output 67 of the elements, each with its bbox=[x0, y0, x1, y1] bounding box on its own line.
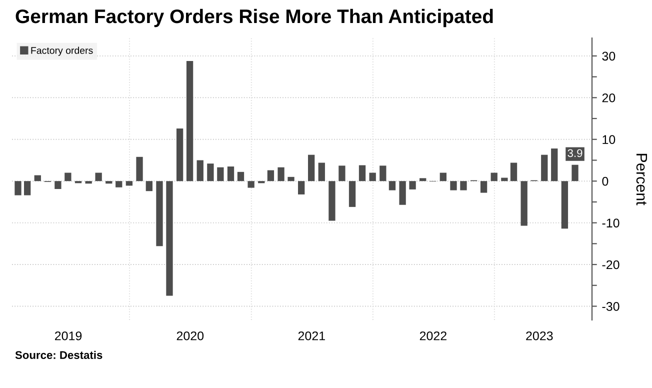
bar bbox=[399, 181, 406, 205]
bar bbox=[126, 181, 133, 186]
x-tick-label: 2021 bbox=[298, 331, 325, 340]
bar bbox=[541, 154, 548, 182]
x-tick-label: 2019 bbox=[54, 331, 82, 340]
bar bbox=[318, 162, 325, 182]
bar bbox=[490, 172, 498, 182]
bar bbox=[369, 172, 376, 182]
bar bbox=[328, 181, 336, 221]
bar bbox=[146, 181, 153, 192]
bar bbox=[106, 181, 112, 184]
y-tick-label: 20 bbox=[602, 93, 616, 102]
bar bbox=[450, 181, 457, 190]
bar bbox=[54, 181, 62, 190]
bar bbox=[116, 181, 122, 188]
bar bbox=[551, 148, 558, 182]
bar bbox=[186, 60, 194, 182]
bar bbox=[14, 181, 22, 196]
bar bbox=[227, 166, 234, 182]
chart-title: German Factory Orders Rise More Than Anticipated bbox=[16, 8, 493, 28]
bar bbox=[95, 172, 102, 182]
data-label: 3.9 bbox=[568, 149, 582, 158]
bar bbox=[561, 181, 568, 229]
bar bbox=[520, 181, 528, 226]
bar bbox=[217, 167, 224, 182]
y-tick-label: 10 bbox=[602, 135, 616, 144]
bar bbox=[34, 175, 41, 182]
bar bbox=[85, 181, 92, 184]
bar bbox=[501, 178, 508, 182]
y-tick-label: 30 bbox=[602, 52, 616, 61]
y-tick-label: -20 bbox=[602, 260, 620, 270]
bar bbox=[358, 165, 366, 182]
bar bbox=[380, 166, 386, 182]
bar bbox=[420, 178, 426, 182]
source-note: Source: Destatis bbox=[15, 350, 102, 359]
x-tick-label: 2023 bbox=[526, 331, 553, 340]
bar bbox=[338, 166, 346, 182]
bar bbox=[176, 128, 184, 182]
bar bbox=[267, 170, 274, 182]
bar bbox=[510, 162, 518, 182]
y-tick-label: -30 bbox=[602, 302, 620, 311]
bar bbox=[308, 154, 315, 182]
bar bbox=[24, 181, 31, 196]
bar bbox=[409, 181, 416, 190]
bar bbox=[480, 181, 488, 193]
bar bbox=[278, 167, 284, 182]
bar bbox=[196, 160, 204, 182]
bar bbox=[136, 156, 143, 182]
bar bbox=[440, 172, 446, 182]
bar bbox=[207, 164, 214, 182]
x-tick-label: 2020 bbox=[176, 331, 204, 340]
bar bbox=[156, 181, 163, 246]
y-axis-title: Percent bbox=[636, 154, 648, 206]
bar bbox=[288, 176, 294, 182]
bar bbox=[348, 181, 356, 207]
y-tick-label: -10 bbox=[602, 218, 620, 228]
bar bbox=[237, 172, 244, 182]
bar bbox=[166, 181, 173, 296]
bar bbox=[248, 181, 254, 188]
legend-label: Factory orders bbox=[31, 46, 93, 56]
bar bbox=[388, 181, 396, 190]
x-tick-label: 2022 bbox=[420, 331, 446, 340]
bar bbox=[64, 172, 72, 182]
y-tick-label: 0 bbox=[602, 176, 608, 186]
bar bbox=[460, 181, 467, 190]
bar bbox=[572, 164, 578, 182]
bar bbox=[298, 181, 305, 194]
